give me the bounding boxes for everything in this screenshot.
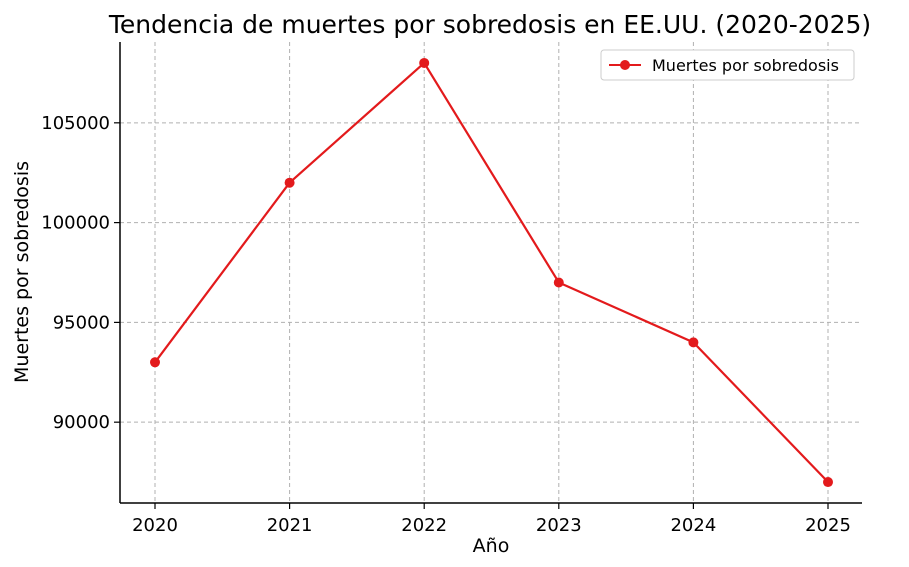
x-tick-label: 2024: [670, 515, 716, 536]
y-axis-label: Muertes por sobredosis: [11, 161, 33, 383]
series-line: [154, 61, 829, 483]
legend-marker: [620, 60, 630, 70]
data-point: [823, 477, 833, 488]
data-point: [150, 357, 160, 368]
x-tick-label: 2025: [805, 515, 851, 536]
chart-title: Tendencia de muertes por sobredosis en E…: [108, 10, 871, 39]
x-axis-label: Año: [473, 535, 510, 557]
x-tick-label: 2021: [267, 515, 313, 536]
data-point: [553, 277, 564, 288]
legend-box: [600, 49, 855, 81]
y-tick-label: 95000: [53, 312, 110, 333]
grid-lines: [120, 42, 862, 503]
x-tick-label: 2020: [132, 515, 178, 536]
data-point: [419, 57, 430, 68]
data-point: [284, 177, 295, 188]
legend: Muertes por sobredosis: [600, 49, 855, 81]
y-axis-ticks: 90000 95000 100000 105000: [41, 113, 120, 433]
y-tick-label: 90000: [53, 412, 110, 433]
series-group: [150, 57, 833, 488]
axes: [119, 42, 862, 504]
y-tick-label: 105000: [41, 113, 110, 134]
x-axis-ticks: 2020 2021 2022 2023 2024 2025: [132, 503, 851, 536]
data-point: [688, 337, 699, 348]
legend-label: Muertes por sobredosis: [652, 56, 839, 75]
y-tick-label: 100000: [41, 213, 110, 234]
x-tick-label: 2022: [401, 515, 447, 536]
x-tick-label: 2023: [536, 515, 582, 536]
